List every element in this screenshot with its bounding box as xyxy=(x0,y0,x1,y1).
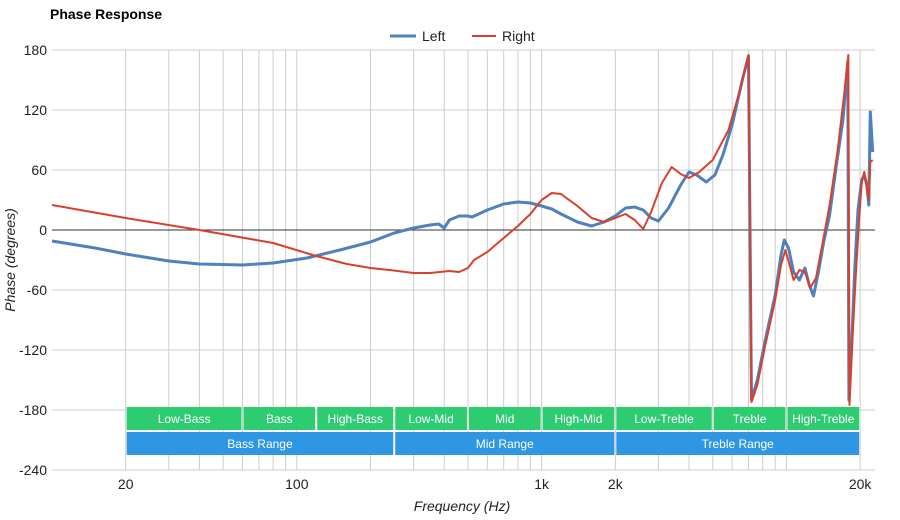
y-tick-label: 60 xyxy=(31,162,47,178)
band-high-treble xyxy=(787,407,860,430)
band-label: Bass Range xyxy=(227,437,293,451)
band-label: Treble xyxy=(733,412,767,426)
band-label: High-Treble xyxy=(792,412,855,426)
y-axis-title: Phase (degrees) xyxy=(2,208,18,312)
x-tick-label: 1k xyxy=(534,476,550,492)
band-label: Treble Range xyxy=(702,437,775,451)
x-tick-label: 20 xyxy=(118,476,134,492)
band-label: Mid Range xyxy=(476,437,534,451)
band-label: High-Mid xyxy=(554,412,602,426)
band-label: High-Bass xyxy=(328,412,383,426)
legend: Left Right xyxy=(390,28,535,44)
band-high-bass xyxy=(317,407,394,430)
x-tick-label: 100 xyxy=(285,476,309,492)
band-label: Mid xyxy=(495,412,514,426)
band-label: Low-Mid xyxy=(408,412,453,426)
band-label: Low-Treble xyxy=(634,412,694,426)
x-axis-title: Frequency (Hz) xyxy=(414,498,510,514)
chart-title: Phase Response xyxy=(50,6,162,22)
band-treble xyxy=(713,407,786,430)
y-tick-label: -240 xyxy=(19,462,47,478)
y-tick-labels: 180 120 60 0 -60 -120 -180 -240 xyxy=(19,42,47,478)
y-tick-label: -180 xyxy=(19,402,47,418)
band-label: Low-Bass xyxy=(158,412,211,426)
band-mid-range xyxy=(395,432,615,455)
series-lines xyxy=(51,54,875,406)
band-low-mid xyxy=(395,407,467,430)
band-treble-range xyxy=(616,432,860,455)
band-bass-range xyxy=(126,432,394,455)
frequency-bands: Low-Bass Bass High-Bass Low-Mid Mid High-Mid L… xyxy=(126,407,860,455)
grid xyxy=(52,49,875,471)
x-tick-labels: 20 100 1k 2k 20k xyxy=(118,476,873,492)
band-high-mid xyxy=(542,407,615,430)
x-tick-label: 2k xyxy=(608,476,624,492)
band-low-bass xyxy=(126,407,242,430)
band-label: Bass xyxy=(266,412,293,426)
band-bass xyxy=(243,407,316,430)
legend-label-left[interactable]: Left xyxy=(422,28,445,44)
series-line-right xyxy=(51,54,874,406)
band-mid xyxy=(468,407,541,430)
y-tick-label: 120 xyxy=(24,102,48,118)
band-low-treble xyxy=(616,407,712,430)
y-tick-label: -60 xyxy=(27,282,47,298)
y-tick-label: 180 xyxy=(24,42,48,58)
x-tick-label: 20k xyxy=(849,476,873,492)
y-tick-label: -120 xyxy=(19,342,47,358)
legend-label-right[interactable]: Right xyxy=(502,28,535,44)
y-tick-label: 0 xyxy=(39,222,47,238)
